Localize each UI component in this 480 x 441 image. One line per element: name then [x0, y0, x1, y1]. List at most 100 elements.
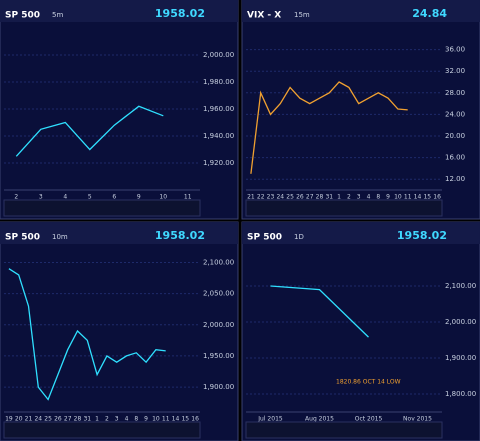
- x-tick-label: 27: [306, 194, 314, 201]
- symbol: SP 500: [247, 233, 282, 243]
- y-tick-label: 12.00: [445, 175, 465, 183]
- panel: [0, 221, 239, 441]
- last-price: 1958.02: [397, 229, 447, 242]
- x-tick-label: 3: [39, 194, 43, 201]
- x-tick-label: 4: [63, 194, 67, 201]
- y-tick-label: 1,980.00: [203, 78, 234, 86]
- panel: [241, 0, 480, 220]
- price-line: [270, 285, 369, 338]
- x-tick-label: 23: [267, 194, 275, 201]
- y-tick-label: 2,000.00: [203, 51, 234, 59]
- x-tick-label: 5: [88, 194, 92, 201]
- y-tick-label: 1,900.00: [445, 354, 476, 362]
- x-tick-label: 21: [25, 416, 33, 423]
- x-tick-label: 9: [144, 416, 148, 423]
- y-tick-label: 1,960.00: [203, 105, 234, 113]
- x-tick-label: 2: [105, 416, 109, 423]
- price-line: [15, 105, 164, 157]
- price-line: [8, 268, 166, 401]
- x-tick-label: 11: [184, 194, 192, 201]
- x-tick-label: Nov 2015: [403, 416, 432, 423]
- y-tick-label: 1,940.00: [203, 132, 234, 140]
- symbol: VIX - X: [247, 11, 281, 21]
- x-tick-label: 4: [367, 194, 371, 201]
- x-tick-label: 31: [83, 416, 91, 423]
- x-tick-label: 4: [125, 416, 129, 423]
- x-tick-label: 19: [5, 416, 13, 423]
- y-tick-label: 20.00: [445, 132, 465, 140]
- x-tick-label: 1: [337, 194, 341, 201]
- x-tick-label: Jul 2015: [257, 416, 283, 423]
- symbol: SP 500: [5, 11, 40, 21]
- x-tick-label: 28: [74, 416, 82, 423]
- x-tick-label: 24: [34, 416, 42, 423]
- x-tick-label: 21: [247, 194, 255, 201]
- annotation: 1820.86 OCT 14 LOW: [336, 379, 401, 386]
- x-tick-label: 24: [276, 194, 284, 201]
- x-tick-label: 2: [347, 194, 351, 201]
- indicator-pane: [3, 199, 201, 217]
- header-bar: [242, 0, 480, 22]
- x-tick-label: 15: [181, 416, 189, 423]
- y-tick-label: 36.00: [445, 46, 465, 54]
- x-tick-label: 25: [286, 194, 294, 201]
- x-tick-label: 3: [357, 194, 361, 201]
- x-tick-label: 10: [152, 416, 160, 423]
- symbol: SP 500: [5, 233, 40, 243]
- x-tick-label: 8: [376, 194, 380, 201]
- y-tick-label: 2,050.00: [203, 290, 234, 298]
- x-tick-label: 8: [134, 416, 138, 423]
- header-bar: [0, 0, 238, 22]
- panel: [0, 0, 239, 220]
- interval: 5m: [52, 11, 63, 19]
- x-tick-label: 1: [95, 416, 99, 423]
- x-tick-label: 15: [423, 194, 431, 201]
- x-tick-label: Aug 2015: [305, 416, 334, 423]
- x-tick-label: 3: [115, 416, 119, 423]
- x-tick-label: 16: [433, 194, 441, 201]
- x-tick-label: 2: [14, 194, 18, 201]
- last-price: 1958.02: [155, 229, 205, 242]
- x-tick-label: 9: [137, 194, 141, 201]
- x-tick-label: 16: [191, 416, 199, 423]
- y-tick-label: 28.00: [445, 89, 465, 97]
- y-tick-label: 16.00: [445, 154, 465, 162]
- indicator-pane: [245, 199, 443, 217]
- y-tick-label: 32.00: [445, 67, 465, 75]
- y-tick-label: 1,920.00: [203, 159, 234, 167]
- interval: 10m: [52, 233, 68, 241]
- x-tick-label: 10: [159, 194, 167, 201]
- header-bar: [0, 222, 238, 244]
- indicator-pane: [245, 421, 443, 439]
- header-bar: [242, 222, 480, 244]
- x-tick-label: Oct 2015: [355, 416, 383, 423]
- x-tick-label: 11: [404, 194, 412, 201]
- x-tick-label: 20: [15, 416, 23, 423]
- x-tick-label: 31: [325, 194, 333, 201]
- interval: 1D: [294, 233, 304, 241]
- y-tick-label: 24.00: [445, 110, 465, 118]
- x-tick-label: 14: [414, 194, 422, 201]
- x-tick-label: 9: [386, 194, 390, 201]
- x-tick-label: 22: [257, 194, 265, 201]
- y-tick-label: 2,000.00: [203, 321, 234, 329]
- x-tick-label: 26: [54, 416, 62, 423]
- interval: 15m: [294, 11, 310, 19]
- last-price: 1958.02: [155, 7, 205, 20]
- last-price: 24.84: [412, 7, 447, 20]
- x-tick-label: 6: [112, 194, 116, 201]
- y-tick-label: 1,800.00: [445, 390, 476, 398]
- x-tick-label: 11: [162, 416, 170, 423]
- panel: [241, 221, 480, 441]
- x-tick-label: 26: [296, 194, 304, 201]
- x-tick-label: 14: [172, 416, 180, 423]
- price-line: [250, 81, 408, 174]
- x-tick-label: 28: [316, 194, 324, 201]
- y-tick-label: 1,900.00: [203, 383, 234, 391]
- x-tick-label: 27: [64, 416, 72, 423]
- indicator-pane: [3, 421, 201, 439]
- y-tick-label: 1,950.00: [203, 352, 234, 360]
- y-tick-label: 2,000.00: [445, 318, 476, 326]
- y-tick-label: 2,100.00: [445, 282, 476, 290]
